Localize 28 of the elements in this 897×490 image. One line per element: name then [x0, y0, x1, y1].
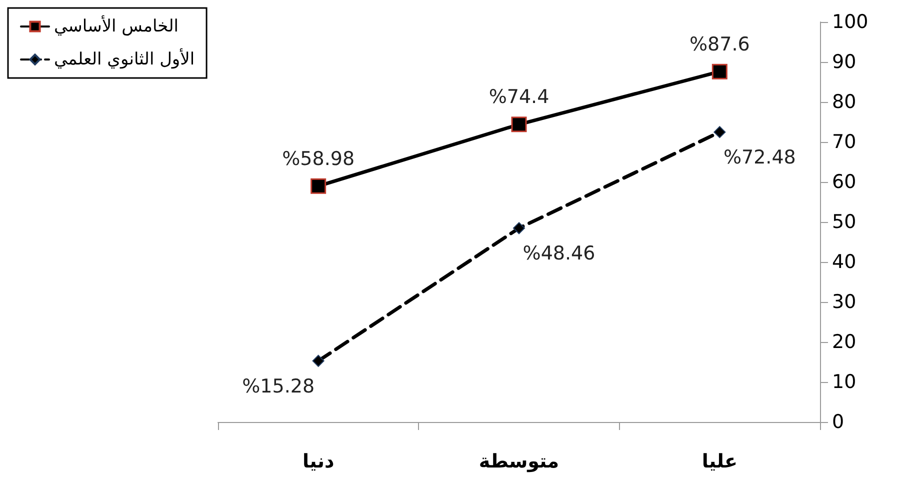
legend-label: الخامس الأساسي	[54, 14, 178, 36]
y-tick-label: 0	[832, 411, 844, 433]
y-tick-label: 60	[832, 171, 856, 193]
y-tick-label: 30	[832, 291, 856, 313]
y-tick-label: 70	[832, 131, 856, 153]
data-label: %48.46	[522, 242, 596, 265]
data-label: %15.28	[242, 375, 315, 398]
data-label: %74.4	[488, 86, 550, 108]
point	[712, 64, 728, 80]
x-tick-label: عليا	[702, 450, 738, 472]
y-tick-label: 90	[832, 51, 856, 73]
y-tick-label: 80	[832, 91, 856, 113]
x-tick-label: متوسطة	[478, 450, 560, 472]
point	[310, 178, 326, 194]
y-tick-label: 100	[832, 11, 868, 33]
point	[511, 116, 527, 132]
data-label: %87.6	[689, 33, 750, 56]
x-tick-label: دنيا	[302, 450, 334, 472]
y-tick-label: 10	[832, 371, 856, 393]
data-label: %58.98	[282, 148, 355, 170]
data-label: %72.48	[723, 146, 796, 169]
point	[513, 222, 525, 234]
y-tick-label: 40	[832, 251, 856, 273]
point	[312, 354, 324, 367]
y-tick-label: 20	[832, 331, 856, 353]
y-tick-label: 50	[832, 211, 856, 233]
point	[714, 126, 726, 138]
legend-label: الأول الثانوي العلمي	[54, 48, 195, 70]
